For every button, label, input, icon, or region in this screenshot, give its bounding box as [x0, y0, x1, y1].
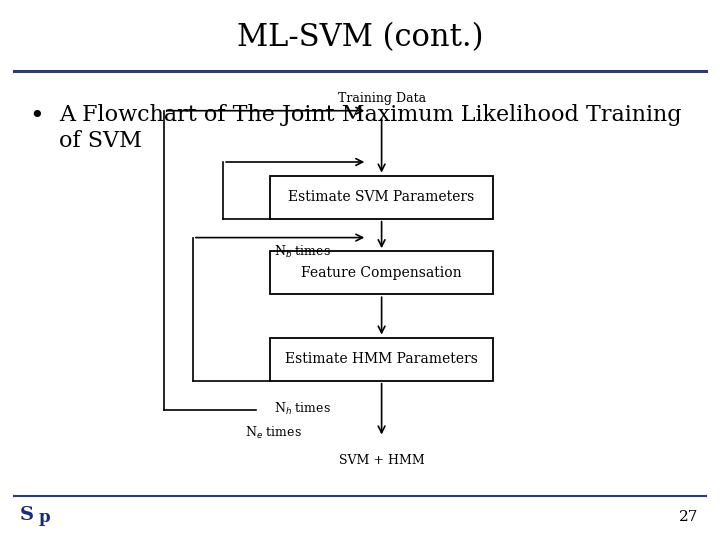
Text: N$_b$ times: N$_b$ times — [274, 244, 330, 260]
Text: SVM + HMM: SVM + HMM — [338, 454, 425, 467]
Text: 27: 27 — [679, 510, 698, 524]
Text: p: p — [38, 509, 50, 526]
Text: N$_h$ times: N$_h$ times — [274, 401, 330, 417]
Text: A Flowchart of The Joint Maximum Likelihood Training: A Flowchart of The Joint Maximum Likelih… — [59, 104, 682, 126]
FancyBboxPatch shape — [270, 251, 493, 294]
Text: ML-SVM (cont.): ML-SVM (cont.) — [237, 22, 483, 53]
Text: Feature Compensation: Feature Compensation — [301, 266, 462, 280]
FancyBboxPatch shape — [270, 176, 493, 219]
Text: N$_e$ times: N$_e$ times — [245, 425, 302, 441]
Text: of SVM: of SVM — [59, 130, 142, 152]
FancyBboxPatch shape — [270, 338, 493, 381]
Text: •: • — [29, 104, 43, 127]
Text: Estimate SVM Parameters: Estimate SVM Parameters — [289, 190, 474, 204]
Text: S: S — [20, 505, 34, 524]
Text: Estimate HMM Parameters: Estimate HMM Parameters — [285, 352, 478, 366]
Text: Training Data: Training Data — [338, 92, 426, 105]
